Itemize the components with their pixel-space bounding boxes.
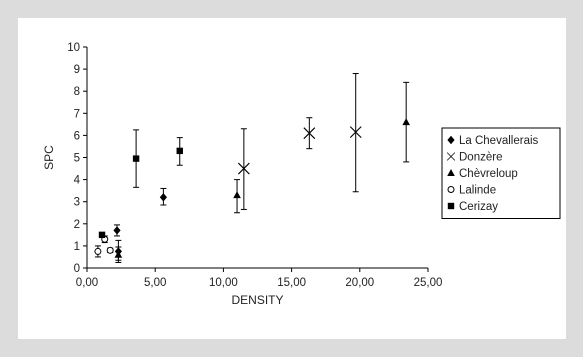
point-la-chevallerais	[159, 193, 167, 202]
point-cerizay	[176, 147, 183, 155]
point-donzere	[349, 126, 362, 138]
legend-label-cerizay: Cerizay	[459, 201, 498, 213]
point-donzere	[237, 162, 250, 175]
x-tick-labels: 0,00 5,00 10,00 15,00 20,00 25,00	[76, 268, 443, 289]
error-bars	[94, 73, 410, 263]
point-lalinde	[106, 246, 114, 254]
legend-marker-donzere	[446, 152, 456, 161]
y-tick-label: 10	[67, 42, 80, 54]
legend: La Chevallerais Donzère Chèvreloup Lalinde C…	[441, 127, 561, 219]
legend-marker-cerizay	[447, 202, 455, 210]
y-tick-label: 9	[74, 64, 80, 76]
scatter-chart: 0 1 2 3 4 5 6 7 8 9 10 0,00 5,00 10,00 15,00 20,00 25,0…	[42, 42, 561, 307]
y-tick-labels: 0 1 2 3 4 5 6 7 8 9 10	[67, 42, 87, 275]
y-tick-label: 5	[74, 153, 80, 165]
legend-marker-la-chevallerais	[447, 135, 455, 145]
y-tick-label: 6	[74, 130, 80, 142]
x-tick-label: 0,00	[76, 277, 98, 289]
x-marker-stroke	[303, 127, 316, 140]
x-marker-stroke	[349, 126, 362, 138]
legend-marker-lalinde	[447, 186, 455, 193]
legend-box	[441, 127, 561, 219]
y-tick-label: 0	[74, 263, 80, 275]
legend-label-lalinde: Lalinde	[459, 185, 496, 197]
legend-label-chevreloup: Chèvreloup	[459, 168, 518, 180]
point-la-chevallerais	[113, 226, 121, 235]
point-chevreloup	[233, 191, 241, 199]
point-donzere	[303, 127, 316, 140]
x-tick-label: 25,00	[414, 277, 443, 289]
chart-panel: 0 1 2 3 4 5 6 7 8 9 10 0,00 5,00 10,00 15,00 20,00 25,0…	[18, 18, 566, 339]
y-tick-label: 1	[74, 241, 80, 253]
x-tick-label: 15,00	[277, 277, 306, 289]
y-tick-label: 3	[74, 197, 80, 209]
y-axis-label: SPC	[42, 145, 56, 170]
x-tick-label: 20,00	[345, 277, 374, 289]
y-tick-label: 8	[74, 86, 80, 98]
point-chevreloup	[114, 250, 123, 258]
legend-label-donzere: Donzère	[459, 152, 502, 164]
x-marker-stroke	[446, 152, 456, 161]
y-tick-label: 4	[74, 175, 81, 187]
y-tick-label: 2	[74, 219, 80, 231]
point-cerizay	[132, 155, 140, 162]
data-points	[94, 118, 410, 258]
legend-marker-chevreloup	[447, 169, 455, 176]
x-axis-label: DENSITY	[231, 293, 283, 307]
point-cerizay	[98, 231, 106, 239]
y-tick-label: 7	[74, 108, 80, 120]
x-tick-label: 5,00	[144, 277, 166, 289]
point-chevreloup	[402, 118, 410, 126]
legend-label-la-chevallerais: La Chevallerais	[459, 135, 539, 147]
point-lalinde	[94, 247, 102, 255]
x-tick-label: 10,00	[209, 277, 238, 289]
x-marker-stroke	[237, 162, 250, 175]
